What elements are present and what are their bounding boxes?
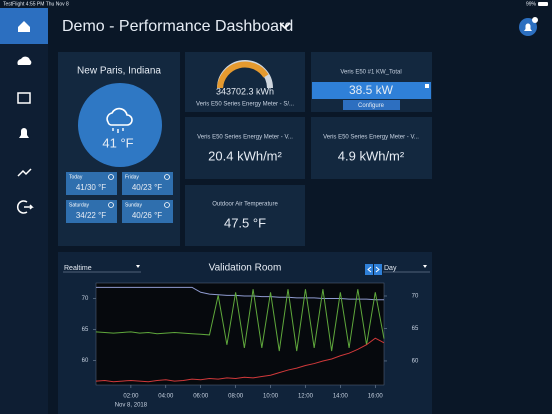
- forecast-icon: [108, 202, 114, 208]
- x-tick-label: 08:00: [228, 394, 244, 400]
- y-tick-label: 60: [82, 358, 89, 364]
- plot-area: [96, 283, 384, 385]
- battery: 99%: [526, 1, 537, 7]
- x-tick-label: 10:00: [263, 394, 279, 400]
- energy-card-2: [311, 117, 432, 179]
- range-select[interactable]: Realtime: [64, 265, 92, 272]
- rain-icon: [106, 107, 133, 126]
- x-tick-label: 14:00: [333, 394, 349, 400]
- y2-tick-label: 65: [412, 326, 419, 332]
- tile-value: 20.4 kWh/m²: [208, 148, 282, 163]
- tile-label: Veris E50 Series Energy Meter - V...: [197, 135, 293, 141]
- rain-drops: [112, 128, 124, 133]
- badge: [532, 17, 538, 23]
- kw-title: Veris E50 #1 KW_Total: [340, 70, 401, 76]
- next-button[interactable]: [374, 264, 382, 275]
- forecast-icon: [164, 174, 170, 180]
- configure-button[interactable]: [343, 100, 400, 110]
- tile-label: Veris E50 Series Energy Meter - V...: [323, 135, 419, 141]
- nav-arrows: [367, 266, 380, 273]
- series-line: [95, 337, 385, 383]
- tile-value: 4.9 kWh/m²: [338, 148, 405, 163]
- period-caret: [423, 265, 427, 268]
- nav-alerts[interactable]: [19, 128, 29, 138]
- sidebar: [0, 8, 48, 414]
- nav-icons: [17, 21, 34, 214]
- period-select[interactable]: Day: [384, 265, 397, 272]
- forecast: Today 41/30 °F Friday 40/23 °F Saturday 34/22…: [66, 172, 173, 223]
- forecast-day: Today: [69, 174, 83, 180]
- y-tick-label: 70: [82, 296, 89, 302]
- configure-label: Configure: [358, 103, 385, 109]
- plot-frame: [95, 282, 385, 386]
- nav-logout[interactable]: [17, 200, 34, 214]
- kw-bar: [312, 82, 431, 99]
- series-line: [95, 289, 385, 352]
- forecast-temps: 34/22 °F: [76, 211, 106, 220]
- nav-calendar[interactable]: [17, 92, 31, 104]
- forecast-temps: 40/26 °F: [132, 211, 162, 220]
- gauge-fill: [217, 61, 269, 89]
- forecast-icon: [108, 174, 114, 180]
- title-chevron[interactable]: [279, 22, 291, 30]
- forecast-tile: [122, 200, 173, 223]
- x-tick-label: 04:00: [158, 394, 174, 400]
- current-temp: 41 °F: [102, 135, 133, 150]
- x-tick-label: 06:00: [193, 394, 209, 400]
- page-title: Demo - Performance Dashboard: [62, 18, 293, 35]
- forecast-icon: [164, 202, 170, 208]
- status-left: TestFlight 4:55 PM Thu Nov 8: [3, 1, 69, 7]
- forecast-temps: 41/30 °F: [76, 183, 106, 192]
- range-caret: [136, 265, 140, 268]
- y-tick-label: 65: [82, 327, 89, 333]
- nav-home[interactable]: [18, 21, 30, 32]
- prev-button[interactable]: [365, 264, 373, 275]
- forecast-tile: [66, 200, 117, 223]
- kw-marker: [425, 84, 429, 88]
- location: New Paris, Indiana: [77, 66, 161, 77]
- bell-icon: [524, 23, 532, 31]
- x-tick-label: 16:00: [368, 394, 384, 400]
- y2-tick-label: 70: [412, 294, 419, 300]
- energy-card-1: [185, 117, 305, 179]
- battery-icon: [538, 2, 548, 6]
- forecast-day: Sunday: [125, 202, 142, 208]
- nav-weather[interactable]: [17, 56, 32, 65]
- tile-value: 47.5 °F: [224, 215, 266, 230]
- forecast-day: Saturday: [69, 202, 90, 208]
- forecast-day: Friday: [125, 174, 139, 180]
- nav-trends[interactable]: [17, 168, 32, 177]
- gauge-value: 343702.3 kWh: [216, 86, 274, 96]
- tile-label: Outdoor Air Temperature: [212, 202, 278, 208]
- kw-value: 38.5 kW: [349, 83, 394, 97]
- temp-card: [185, 185, 305, 246]
- series-line: [96, 286, 384, 301]
- x-tick-label: 12:00: [298, 394, 314, 400]
- x-axis-date: Nov 8, 2018: [115, 403, 148, 409]
- chart-title: Validation Room: [209, 263, 282, 274]
- forecast-tile: [66, 172, 117, 195]
- x-tick-label: 02:00: [123, 394, 139, 400]
- forecast-temps: 40/23 °F: [132, 183, 162, 192]
- chart: 60 65 70 60 65 70 02:00 04:00 06:00 08:00 10:00 12:…: [82, 282, 419, 409]
- gauge-label: Veris E50 Series Energy Meter - S/...: [196, 102, 294, 108]
- y2-tick-label: 60: [412, 359, 419, 365]
- forecast-tile: [122, 172, 173, 195]
